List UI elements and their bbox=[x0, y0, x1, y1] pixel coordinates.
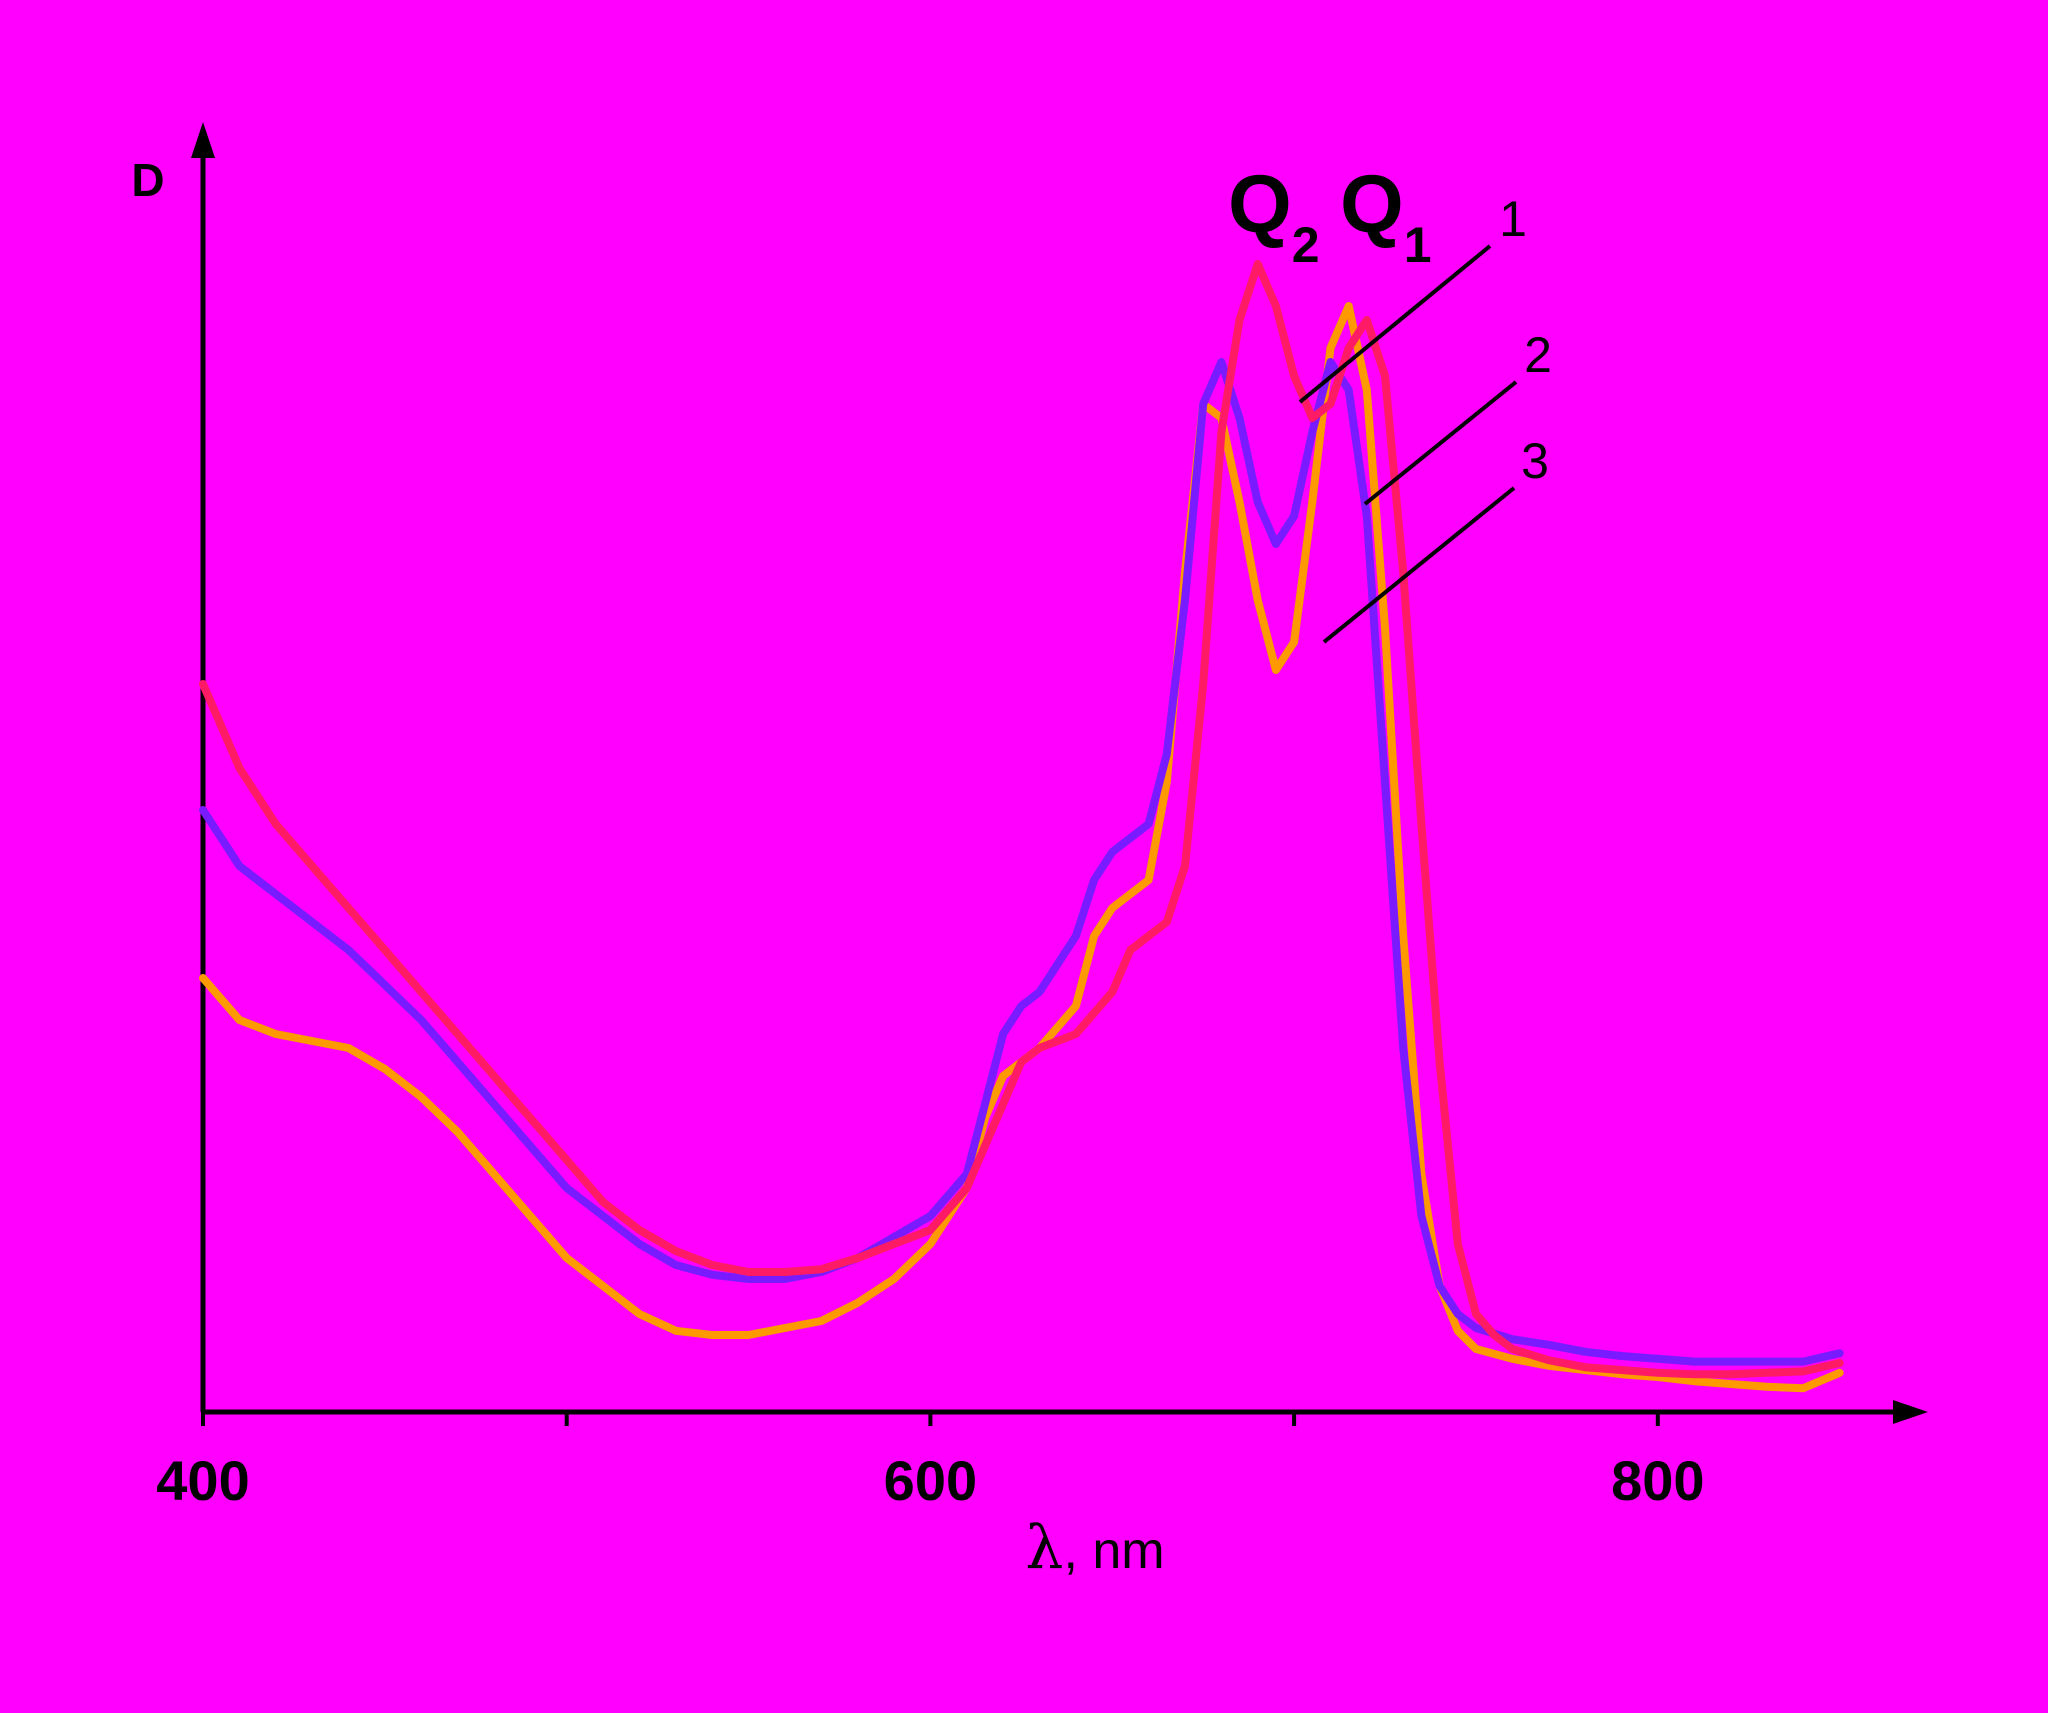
x-tick-label-400: 400 bbox=[156, 1449, 249, 1512]
x-axis-label-symbol: λ bbox=[1025, 1513, 1063, 1583]
peak-label-q2: Q2 bbox=[1228, 159, 1320, 273]
x-tick-label-800: 800 bbox=[1611, 1449, 1704, 1512]
peak-label-subscript: 1 bbox=[1404, 217, 1432, 273]
peak-label-subscript: 2 bbox=[1292, 217, 1320, 273]
x-axis-ticks bbox=[201, 1412, 1660, 1426]
curve-label-1: 1 bbox=[1499, 191, 1527, 247]
y-axis-arrow bbox=[191, 122, 215, 158]
leader-line-1 bbox=[1298, 244, 1492, 404]
series-line-1 bbox=[199, 260, 1844, 1379]
curve-label-3: 3 bbox=[1521, 433, 1549, 489]
x-tick-label-600: 600 bbox=[884, 1449, 977, 1512]
x-axis-label-unit: , nm bbox=[1063, 1522, 1164, 1580]
series-layer bbox=[199, 260, 1844, 1393]
peak-labels: Q2 Q1 bbox=[1228, 159, 1432, 273]
curve-label-2: 2 bbox=[1524, 327, 1552, 383]
series-line-2 bbox=[199, 358, 1844, 1366]
series-line-3 bbox=[199, 302, 1844, 1393]
peak-label-letter: Q bbox=[1340, 159, 1404, 250]
curve-labels: 1 2 3 bbox=[1298, 191, 1552, 644]
y-axis-label: D bbox=[131, 154, 164, 206]
x-axis-label: λ, nm bbox=[1025, 1513, 1164, 1583]
leader-line-3 bbox=[1322, 486, 1516, 644]
leader-line-2 bbox=[1363, 380, 1518, 506]
peak-label-letter: Q bbox=[1228, 159, 1292, 250]
x-axis-tick-labels: 400 600 800 bbox=[156, 1449, 1704, 1512]
x-axis-arrow bbox=[1893, 1400, 1928, 1424]
peak-label-q1: Q1 bbox=[1340, 159, 1432, 273]
